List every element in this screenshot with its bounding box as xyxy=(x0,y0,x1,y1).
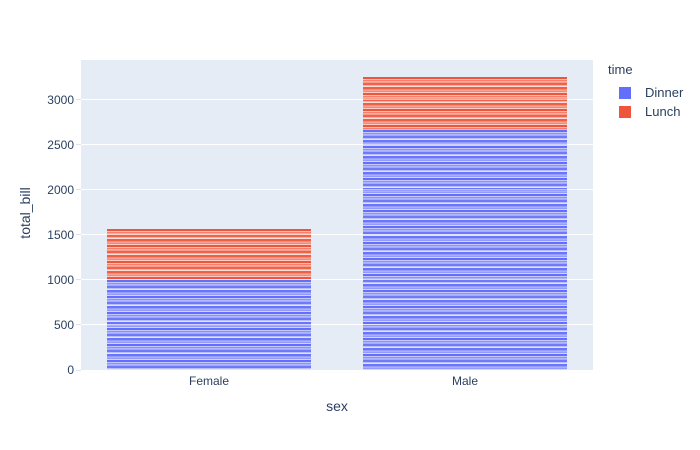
legend-swatch-lunch xyxy=(619,105,631,118)
y-tick-mark xyxy=(76,144,81,146)
y-tick-label: 2000 xyxy=(47,182,74,197)
y-axis-title-text: total_bill xyxy=(17,187,33,239)
x-tick-label-female: Female xyxy=(188,374,229,388)
gridline-overlay xyxy=(81,279,593,281)
legend-entry-dinner[interactable]: Dinner xyxy=(608,83,683,102)
y-tick-label: 1500 xyxy=(47,227,74,242)
legend-swatch-dinner xyxy=(619,86,631,99)
bar-female[interactable] xyxy=(106,228,312,370)
legend-title: time xyxy=(608,62,633,77)
bar-male-segment-lunch[interactable] xyxy=(362,76,568,131)
legend-entries: Dinner Lunch xyxy=(608,83,683,121)
legend-label-dinner: Dinner xyxy=(645,85,684,100)
y-tick-label: 0 xyxy=(67,363,74,377)
y-tick-mark xyxy=(76,279,81,281)
gridline-overlay xyxy=(81,234,593,236)
y-tick-label: 500 xyxy=(53,317,74,332)
y-tick-mark xyxy=(76,189,81,191)
y-tick-mark xyxy=(76,99,81,101)
gridline-overlay xyxy=(81,189,593,191)
gridline-overlay xyxy=(81,99,593,101)
y-tick-label: 3000 xyxy=(47,92,74,107)
legend-entry-lunch[interactable]: Lunch xyxy=(608,102,683,121)
x-tick-label-male: Male xyxy=(451,374,478,388)
x-axis-title: sex xyxy=(326,398,348,414)
y-tick-label: 1000 xyxy=(47,272,74,287)
y-tick-mark xyxy=(76,369,81,371)
legend-label-lunch: Lunch xyxy=(645,104,681,119)
y-tick-mark xyxy=(76,234,81,236)
bar-male[interactable] xyxy=(362,76,568,370)
y-tick-mark xyxy=(76,324,81,326)
y-tick-label: 2500 xyxy=(47,137,74,152)
gridline-overlay xyxy=(81,324,593,326)
gridline-overlay xyxy=(81,144,593,146)
bar-female-segment-lunch[interactable] xyxy=(106,228,312,280)
legend: time Dinner Lunch xyxy=(608,62,683,121)
bar-male-segment-dinner[interactable] xyxy=(362,130,568,370)
